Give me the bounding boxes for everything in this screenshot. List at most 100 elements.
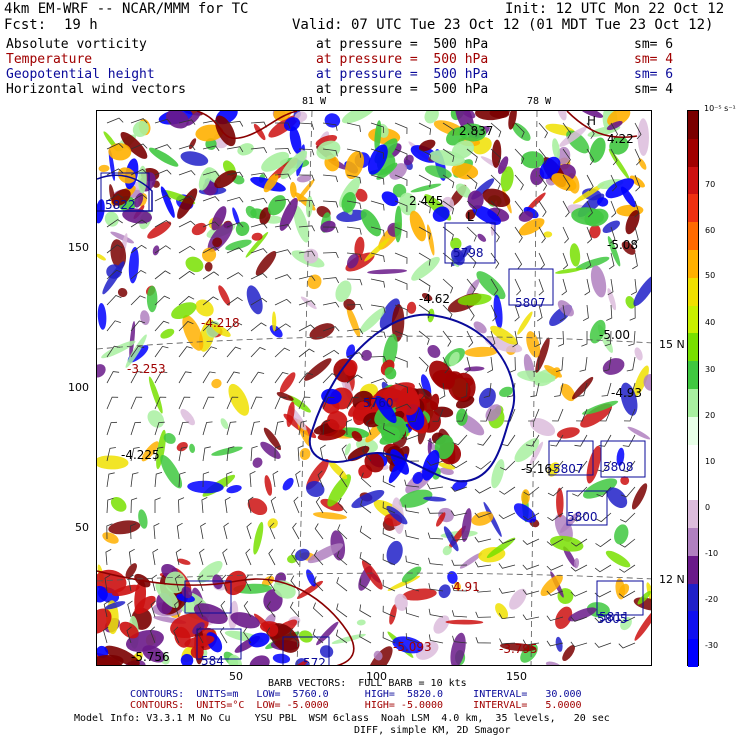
vorticity-blob <box>478 387 496 409</box>
map-value-label: 5805 <box>597 612 628 626</box>
wind-barb <box>418 304 431 319</box>
label-box <box>282 636 330 665</box>
wind-barb <box>475 611 492 618</box>
latitude-label-15n: 15 N <box>659 338 685 351</box>
wind-barb <box>154 144 172 150</box>
wind-barb <box>359 578 372 592</box>
wind-barb <box>346 226 362 235</box>
wind-barb <box>178 119 196 125</box>
wind-barb <box>382 579 396 592</box>
vorticity-blob <box>360 209 382 237</box>
vorticity-blob <box>246 285 263 315</box>
wind-barb <box>298 300 316 306</box>
vorticity-blob <box>646 582 651 609</box>
wind-barb <box>475 586 492 593</box>
wind-barb <box>130 497 138 514</box>
wind-barb <box>103 626 109 644</box>
wind-barb <box>322 301 340 308</box>
wind-barb <box>594 616 612 623</box>
wind-barb <box>346 396 359 410</box>
wind-barb <box>154 472 163 488</box>
vorticity-blob <box>446 127 468 146</box>
wind-barb <box>250 445 258 462</box>
vorticity-blob <box>148 147 179 167</box>
wind-barb <box>246 522 252 540</box>
wind-barb <box>274 347 291 358</box>
vorticity-blob <box>442 545 452 556</box>
wind-barb <box>634 200 640 218</box>
vorticity-blob <box>389 604 397 625</box>
map-value-label: 4.22 <box>607 132 634 146</box>
wind-barb <box>409 408 420 423</box>
wind-barb <box>370 122 385 134</box>
wind-barb <box>460 382 468 399</box>
wind-barb <box>562 174 571 192</box>
wind-barb <box>106 447 116 462</box>
wind-barb <box>289 601 300 618</box>
wind-barb <box>548 460 564 472</box>
vorticity-blob <box>625 296 636 309</box>
vorticity-blob <box>249 655 270 665</box>
vorticity-blob <box>125 334 147 368</box>
wind-barb <box>130 371 144 384</box>
wind-barb <box>550 434 564 447</box>
vorticity-blob <box>341 111 376 124</box>
height-contours-info: CONTOURS: UNITS=m LOW= 5760.0 HIGH= 5820… <box>130 689 582 700</box>
colorbar-swatch <box>688 416 698 446</box>
wind-barb <box>370 355 387 362</box>
wind-barb <box>176 522 183 540</box>
vorticity-blob <box>189 443 196 454</box>
wind-barb <box>103 600 110 618</box>
wind-barb <box>154 446 164 462</box>
vorticity-blob <box>556 487 564 518</box>
wind-barb <box>226 297 243 306</box>
wind-barb <box>603 356 612 372</box>
wind-barb <box>452 635 468 644</box>
wind-barb <box>595 538 612 548</box>
vorticity-blob <box>607 288 617 311</box>
wind-barb <box>594 564 612 573</box>
wind-barb <box>359 525 372 540</box>
vorticity-blob <box>117 287 128 298</box>
vorticity-blob <box>490 325 518 345</box>
vorticity-blob <box>451 162 479 180</box>
vorticity-blob <box>180 653 194 665</box>
vorticity-blob <box>120 131 148 159</box>
vorticity-blob <box>373 650 383 661</box>
vorticity-blob <box>316 621 339 646</box>
colorbar-swatch <box>688 166 698 195</box>
vorticity-blob <box>477 233 487 242</box>
wind-barb <box>346 200 362 210</box>
wind-barb <box>202 246 220 254</box>
wind-barb <box>127 600 133 618</box>
vorticity-blob <box>483 501 502 537</box>
wind-barb <box>178 371 192 384</box>
wind-barb <box>474 561 492 568</box>
vorticity-blob <box>384 366 397 380</box>
wind-barb <box>243 600 252 618</box>
wind-barb <box>226 396 239 410</box>
wind-barb <box>394 252 408 264</box>
vorticity-blob <box>177 188 198 219</box>
vorticity-blob <box>142 645 165 663</box>
wind-barb <box>178 170 196 176</box>
vorticity-blob <box>540 574 563 597</box>
wind-barb <box>480 408 492 422</box>
longitude-label-78w: 78 W <box>527 96 552 107</box>
vorticity-blob <box>328 461 348 480</box>
vorticity-blob <box>189 138 197 150</box>
wind-barb <box>442 226 454 241</box>
wind-barb <box>178 195 196 202</box>
wind-barb <box>559 304 566 322</box>
wind-barb <box>338 497 348 514</box>
wind-barb <box>522 564 540 570</box>
wind-barb <box>594 642 612 648</box>
wind-barb <box>202 321 218 332</box>
vorticity-blob <box>296 175 312 183</box>
vorticity-blob <box>445 619 484 625</box>
wind-barb <box>562 252 569 270</box>
vorticity-blob <box>451 140 475 159</box>
vorticity-blob <box>346 306 361 338</box>
wind-barb <box>322 349 340 358</box>
wind-barb <box>346 148 362 158</box>
